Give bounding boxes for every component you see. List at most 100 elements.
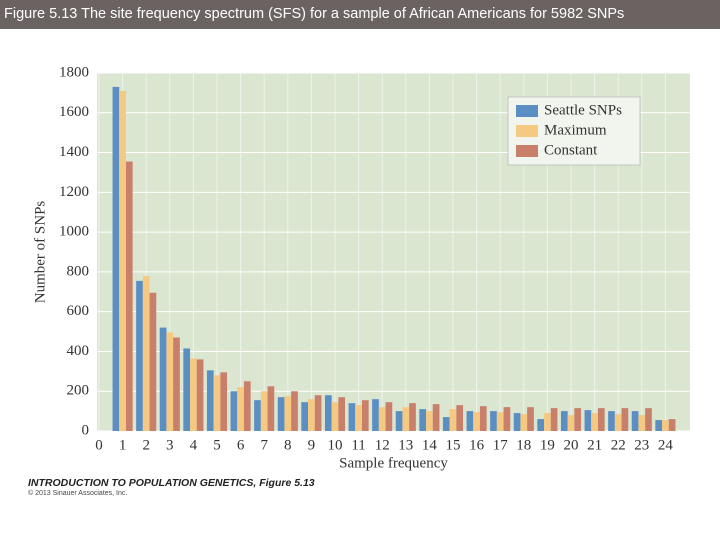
bar — [324, 395, 332, 431]
x-tick-label: 23 — [634, 437, 649, 453]
x-tick-label: 11 — [351, 437, 365, 453]
bar — [119, 90, 126, 432]
bar — [537, 419, 545, 431]
bar — [638, 415, 646, 431]
bar — [584, 410, 592, 431]
bar — [409, 403, 416, 431]
y-axis-label: Number of SNPs — [32, 201, 48, 304]
y-tick-label: 0 — [82, 422, 90, 438]
x-tick-label: 2 — [142, 437, 150, 453]
bar — [496, 412, 504, 431]
bar — [112, 86, 120, 431]
y-tick-label: 1000 — [59, 224, 89, 240]
x-tick-label: 13 — [398, 437, 413, 453]
bar — [503, 407, 511, 431]
bar — [608, 411, 615, 431]
bar — [574, 408, 582, 431]
bar — [372, 399, 379, 431]
x-tick-label: 21 — [587, 437, 602, 453]
y-tick-label: 200 — [67, 383, 90, 399]
x-tick-label: 3 — [166, 437, 174, 453]
bar — [355, 405, 362, 431]
bar — [308, 399, 315, 431]
bar — [136, 280, 143, 431]
bar — [267, 386, 275, 431]
bar — [527, 407, 534, 431]
bar — [432, 404, 440, 431]
figure-source: INTRODUCTION TO POPULATION GENETICS, Fig… — [28, 477, 315, 489]
bar — [662, 420, 669, 431]
bar — [520, 414, 528, 431]
legend-label: Maximum — [544, 122, 607, 138]
bar — [466, 411, 474, 431]
bar — [190, 358, 197, 431]
bar — [206, 370, 214, 431]
bar — [550, 408, 558, 431]
bar — [361, 400, 369, 431]
x-tick-label: 8 — [284, 437, 292, 453]
bar — [142, 275, 150, 431]
x-tick-label: 17 — [493, 437, 509, 453]
bar — [385, 402, 393, 431]
x-tick-label: 1 — [119, 437, 127, 453]
bar — [277, 397, 285, 431]
bar — [173, 337, 180, 431]
x-tick-label: 15 — [446, 437, 461, 453]
bar — [513, 413, 521, 431]
y-tick-label: 400 — [67, 343, 90, 359]
bar — [213, 375, 221, 431]
x-tick-label: 14 — [422, 437, 438, 453]
x-tick-label: 18 — [516, 437, 531, 453]
bar — [196, 359, 204, 431]
bar — [284, 396, 292, 431]
x-tick-label: 22 — [611, 437, 626, 453]
x-tick-label: 12 — [375, 437, 390, 453]
bar — [473, 412, 480, 431]
y-tick-label: 1600 — [59, 104, 89, 120]
y-tick-label: 800 — [67, 263, 90, 279]
bar — [631, 411, 639, 431]
x-tick-label: 16 — [469, 437, 485, 453]
x-tick-label: 0 — [95, 437, 103, 453]
bar — [591, 413, 598, 431]
bar — [456, 405, 464, 431]
x-tick-label: 5 — [213, 437, 221, 453]
bar — [645, 408, 652, 431]
y-tick-label: 600 — [67, 303, 90, 319]
bar — [395, 411, 403, 431]
bar — [621, 408, 629, 431]
x-tick-label: 24 — [658, 437, 674, 453]
bar — [301, 402, 309, 431]
bar — [125, 161, 133, 431]
bar — [655, 420, 663, 431]
bar — [419, 409, 427, 431]
bar — [544, 413, 551, 431]
bar — [597, 408, 605, 431]
copyright: © 2013 Sinauer Associates, Inc. — [28, 490, 128, 497]
y-tick-label: 1800 — [59, 64, 89, 80]
bar — [166, 332, 174, 431]
x-tick-label: 7 — [260, 437, 268, 453]
legend-swatch — [516, 145, 538, 157]
bar — [159, 327, 167, 431]
bar — [220, 372, 228, 431]
slide-title: Figure 5.13 The site frequency spectrum … — [0, 0, 720, 29]
y-tick-label: 1400 — [59, 144, 89, 160]
bar — [378, 407, 386, 431]
x-axis-label: Sample frequency — [339, 455, 448, 471]
bar — [442, 417, 450, 431]
bar — [254, 400, 261, 431]
bar — [149, 292, 157, 431]
legend-swatch — [516, 125, 538, 137]
bar — [237, 387, 244, 431]
bar — [479, 406, 487, 431]
bar — [614, 414, 622, 431]
bar — [348, 403, 356, 431]
bar — [490, 411, 497, 431]
bar — [567, 415, 575, 431]
legend-label: Constant — [544, 142, 598, 158]
bar — [260, 391, 268, 431]
bar — [183, 348, 191, 431]
